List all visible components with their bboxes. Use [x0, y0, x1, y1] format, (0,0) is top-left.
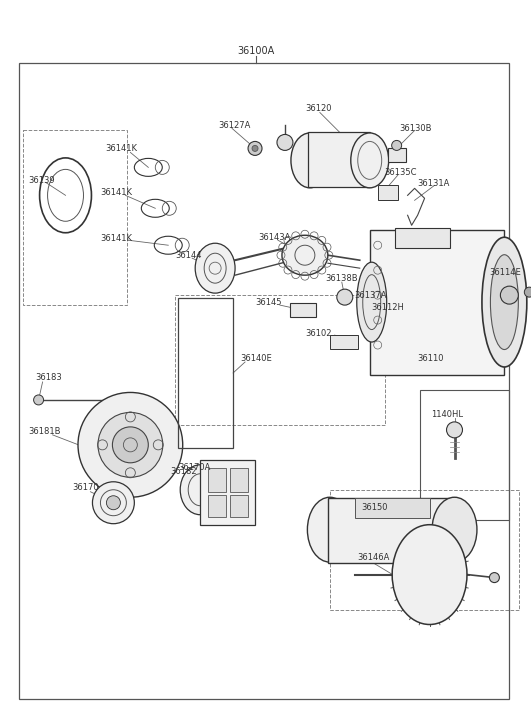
Circle shape	[142, 396, 149, 404]
Circle shape	[34, 395, 44, 405]
Ellipse shape	[432, 497, 477, 562]
Circle shape	[380, 320, 386, 326]
Bar	[178, 298, 233, 448]
Bar	[208, 467, 226, 491]
Circle shape	[489, 573, 500, 582]
Text: 1140HL: 1140HL	[431, 411, 463, 419]
Circle shape	[525, 287, 532, 297]
Bar	[330, 335, 358, 349]
Text: 36131A: 36131A	[418, 179, 450, 188]
Ellipse shape	[98, 412, 163, 478]
Ellipse shape	[491, 254, 518, 350]
Ellipse shape	[291, 133, 329, 188]
Bar	[328, 498, 453, 563]
Bar	[370, 230, 504, 375]
Bar	[355, 498, 429, 518]
Ellipse shape	[195, 244, 235, 293]
Bar	[388, 148, 405, 162]
Text: 36141K: 36141K	[101, 234, 132, 243]
Bar	[230, 495, 248, 517]
Text: 36120: 36120	[305, 104, 331, 113]
Ellipse shape	[482, 237, 527, 367]
Text: 36140E: 36140E	[240, 353, 272, 363]
Bar	[175, 295, 385, 425]
Bar	[330, 490, 519, 609]
Bar	[308, 132, 370, 188]
Circle shape	[112, 427, 148, 463]
Text: 36182: 36182	[170, 467, 197, 476]
Text: 36181B: 36181B	[29, 427, 61, 436]
Text: 36150: 36150	[362, 503, 388, 513]
Bar	[420, 390, 509, 520]
Text: 36146A: 36146A	[358, 553, 390, 562]
Circle shape	[501, 286, 518, 304]
Text: 36143A: 36143A	[258, 233, 290, 242]
Text: 36135C: 36135C	[385, 168, 417, 177]
Ellipse shape	[357, 262, 387, 342]
Ellipse shape	[307, 497, 352, 562]
Text: 36130B: 36130B	[400, 124, 432, 133]
Text: 36145: 36145	[255, 297, 281, 307]
Bar	[290, 303, 316, 317]
Bar	[395, 228, 450, 248]
Ellipse shape	[78, 393, 182, 497]
Text: 36141K: 36141K	[105, 144, 137, 153]
Text: 36183: 36183	[36, 374, 62, 382]
Bar	[208, 495, 226, 517]
Text: 36127A: 36127A	[218, 121, 251, 130]
Bar	[200, 459, 255, 525]
Circle shape	[446, 422, 462, 438]
Circle shape	[248, 142, 262, 156]
Text: 36100A: 36100A	[237, 46, 275, 55]
Ellipse shape	[392, 525, 467, 624]
Circle shape	[337, 289, 353, 305]
Text: 36170A: 36170A	[178, 463, 211, 473]
Text: 36138B: 36138B	[325, 273, 358, 283]
Text: 36102: 36102	[305, 329, 331, 337]
Text: 36137A: 36137A	[355, 291, 387, 300]
Bar	[23, 130, 127, 305]
Text: 36144: 36144	[175, 251, 202, 260]
Text: 36112H: 36112H	[372, 302, 405, 312]
Text: 36110: 36110	[418, 353, 444, 363]
Ellipse shape	[180, 465, 220, 515]
Circle shape	[392, 140, 402, 150]
Bar	[378, 185, 397, 201]
Circle shape	[106, 496, 120, 510]
Ellipse shape	[93, 482, 135, 523]
Ellipse shape	[351, 133, 389, 188]
Text: 36114E: 36114E	[489, 268, 521, 277]
Text: 36170: 36170	[72, 483, 99, 492]
Bar	[230, 467, 248, 491]
Ellipse shape	[282, 236, 328, 275]
Text: 36141K: 36141K	[101, 188, 132, 197]
Bar	[19, 63, 509, 699]
Circle shape	[277, 134, 293, 150]
Circle shape	[252, 145, 258, 151]
Circle shape	[361, 303, 375, 317]
Text: 36139: 36139	[29, 176, 55, 185]
